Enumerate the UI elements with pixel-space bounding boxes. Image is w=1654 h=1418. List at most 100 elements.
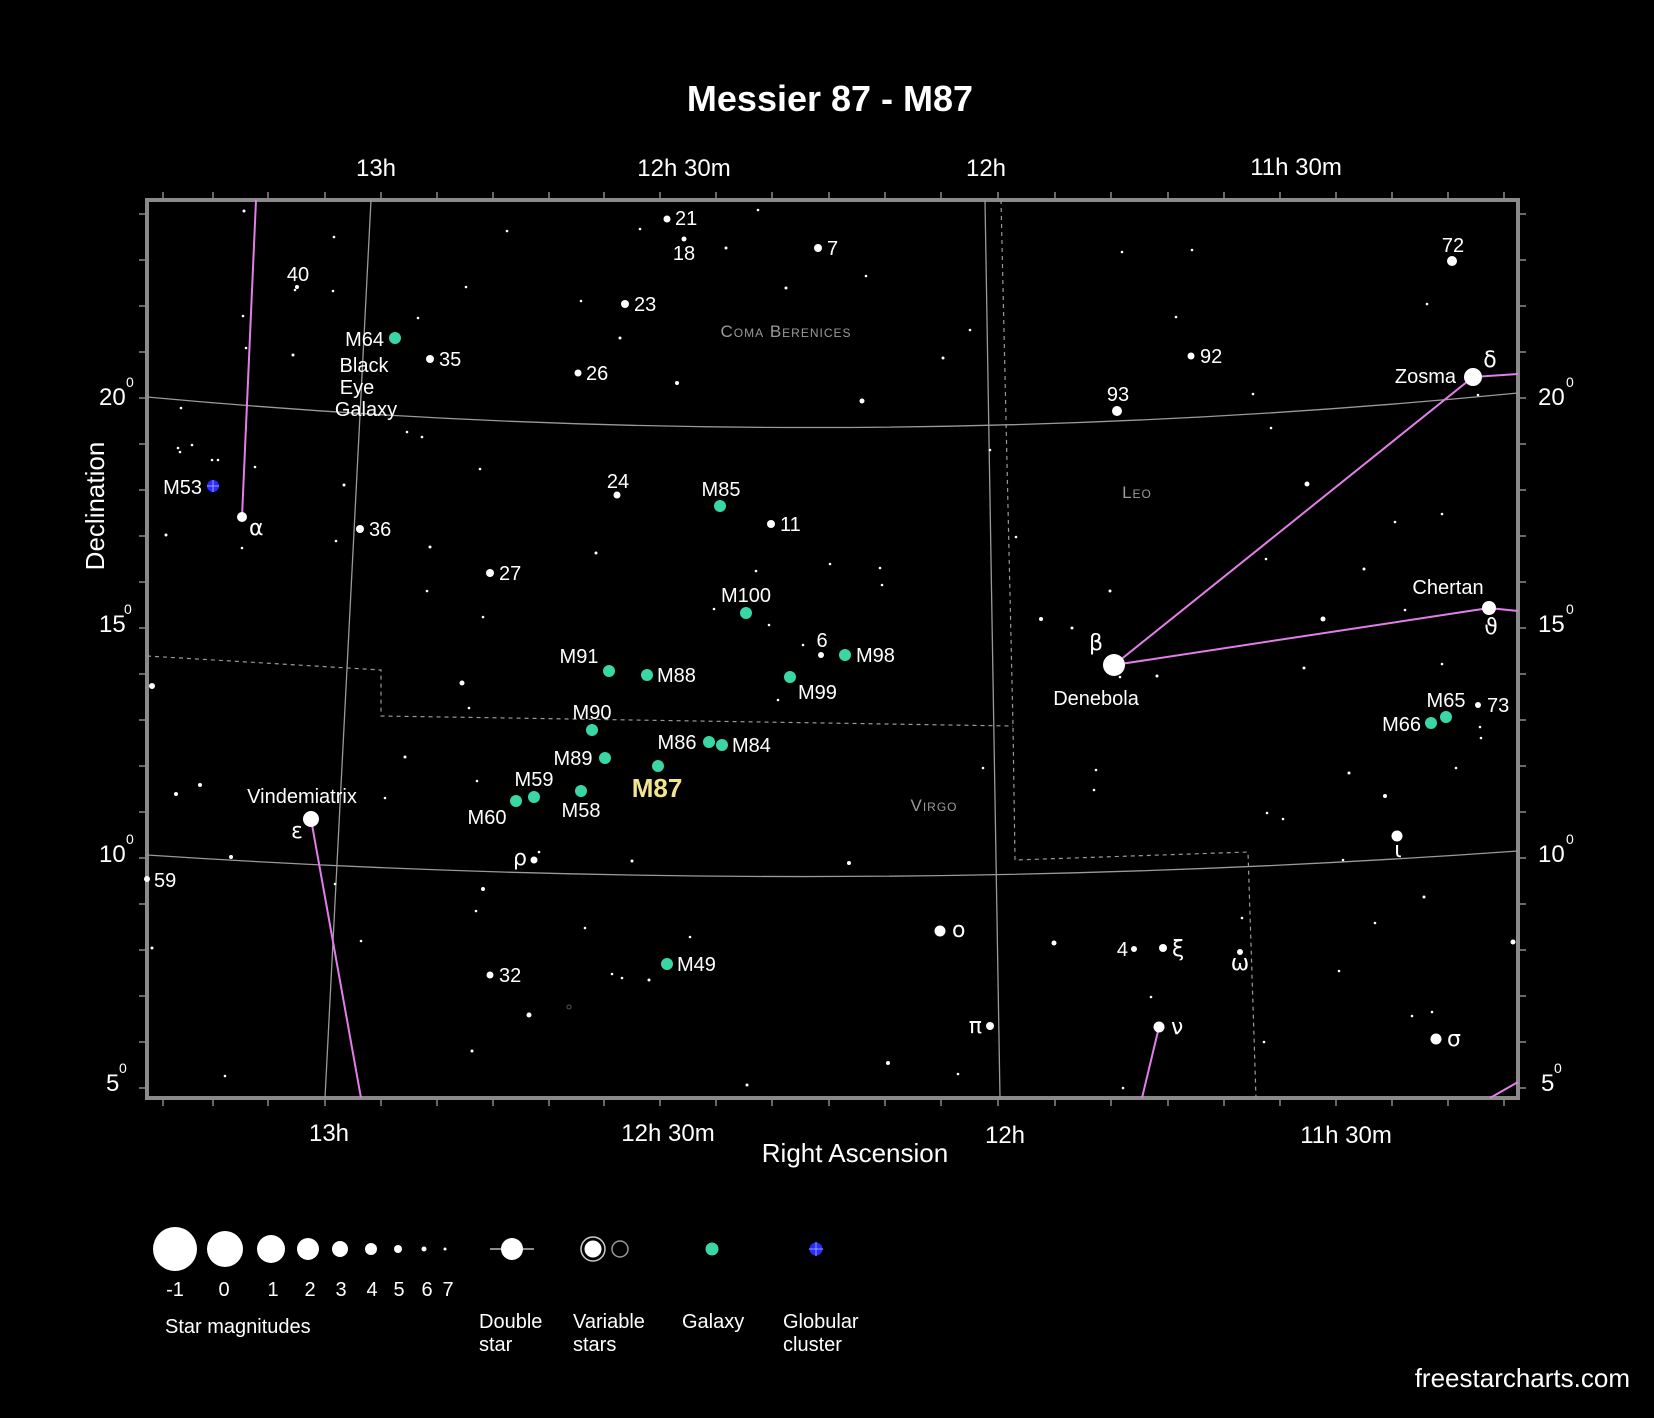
label-40: 40: [287, 264, 309, 286]
faint-star: [1476, 393, 1480, 397]
label-m86: M86: [658, 732, 697, 754]
star-6: [818, 652, 824, 658]
faint-star: [1430, 1010, 1434, 1014]
legend-mag-2: 2: [304, 1279, 315, 1301]
faint-star: [638, 227, 642, 231]
faint-star: [174, 792, 178, 796]
dec-right-20-sup: 0: [1566, 374, 1574, 390]
star-32: [486, 971, 494, 979]
ra-tick-top-12h30m: 12h 30m: [637, 155, 730, 182]
label-24: 24: [607, 471, 629, 493]
label-xi: ξ: [1172, 937, 1184, 962]
label-m49: M49: [677, 954, 716, 976]
faint-star: [847, 861, 851, 865]
star-omega: [1237, 949, 1243, 955]
faint-star: [1155, 674, 1159, 678]
star-21: [663, 215, 671, 223]
dec-left-15: 15: [99, 611, 126, 638]
constellation-leo: Leo: [1122, 483, 1152, 502]
faint-star: [150, 946, 154, 950]
faint-star: [1422, 895, 1426, 899]
faint-star: [1281, 817, 1285, 821]
faint-star: [1092, 788, 1096, 792]
star-labels: α 21 18 7 40 23 35 26 92 72 Zosma δ 93 2…: [154, 208, 1509, 1052]
ra-tick-bottom-13h: 13h: [309, 1120, 349, 1147]
faint-star: [179, 406, 183, 410]
credit-text[interactable]: freestarcharts.com: [1415, 1363, 1630, 1393]
star-pi: [986, 1022, 994, 1030]
faint-star: [190, 443, 194, 447]
legend-variable-line1: Variable: [573, 1311, 645, 1333]
label-m98: M98: [856, 645, 895, 667]
star-chertan: [1482, 601, 1496, 615]
faint-star: [425, 589, 429, 593]
star-93: [1112, 406, 1122, 416]
label-11: 11: [780, 514, 801, 536]
faint-star: [210, 458, 214, 462]
faint-star: [467, 706, 471, 710]
bright-stars: [144, 215, 1496, 1045]
faint-star: [675, 381, 679, 385]
label-6: 6: [816, 630, 827, 652]
label-m58: M58: [562, 800, 601, 822]
faint-star: [1304, 481, 1310, 487]
label-23: 23: [634, 294, 656, 316]
dec-right-10: 10: [1538, 841, 1565, 868]
faint-star: [178, 450, 182, 454]
label-theta: ϑ: [1484, 615, 1498, 640]
faint-star: [470, 1049, 474, 1053]
label-m91: M91: [560, 646, 599, 668]
galaxy-m89: [599, 752, 611, 764]
label-26: 26: [586, 363, 608, 385]
faint-star: [712, 607, 716, 611]
faint-star: [1341, 858, 1345, 862]
galaxy-m65: [1440, 711, 1452, 723]
faint-star: [403, 755, 407, 759]
dec-left-20-sup: 0: [126, 374, 134, 390]
dec-left-5-sup: 0: [119, 1060, 127, 1076]
faint-star: [878, 566, 882, 570]
faint-star: [198, 783, 202, 787]
faint-star: [526, 1012, 532, 1018]
legend-globular-line1: Globular: [783, 1311, 859, 1333]
label-vindemiatrix: Vindemiatrix: [247, 786, 357, 808]
label-rho: ρ: [513, 846, 527, 871]
galaxy-m60: [510, 795, 522, 807]
star-xi: [1159, 944, 1167, 952]
legend-globular-line2: cluster: [783, 1334, 842, 1356]
label-21: 21: [675, 208, 697, 230]
coordinate-grid: [146, 199, 1519, 1099]
ra-tick-top-11h30m: 11h 30m: [1250, 154, 1342, 181]
faint-stars: [150, 208, 1516, 1090]
faint-star: [1264, 557, 1268, 561]
label-m89: M89: [554, 748, 593, 770]
label-92: 92: [1200, 346, 1222, 368]
dec-right-15: 15: [1538, 611, 1565, 638]
faint-star: [1070, 626, 1074, 630]
chart-frame: [139, 192, 1526, 1106]
faint-star: [1120, 250, 1124, 254]
label-chertan: Chertan: [1412, 577, 1483, 599]
faint-star: [1269, 426, 1273, 430]
chart-title: Messier 87 - M87: [687, 78, 973, 119]
faint-star: [618, 336, 622, 340]
label-target-m87: M87: [632, 773, 683, 803]
faint-star: [1174, 315, 1178, 319]
star-iota: [1391, 830, 1403, 842]
label-beta: β: [1089, 631, 1103, 656]
dec-left-10-sup: 0: [126, 831, 134, 847]
faint-star: [420, 435, 424, 439]
faint-star: [242, 209, 246, 213]
faint-star: [828, 562, 832, 566]
galaxy-m84: [716, 739, 728, 751]
label-delta: δ: [1483, 348, 1496, 373]
faint-star: [981, 766, 985, 770]
faint-star: [478, 467, 482, 471]
legend-mag-3: 3: [335, 1279, 346, 1301]
faint-star: [724, 246, 728, 250]
star-36: [356, 525, 364, 533]
label-omega: ω: [1231, 951, 1249, 976]
galaxy-m87: [652, 760, 664, 772]
galaxy-m85: [714, 500, 726, 512]
faint-star: [610, 972, 614, 976]
